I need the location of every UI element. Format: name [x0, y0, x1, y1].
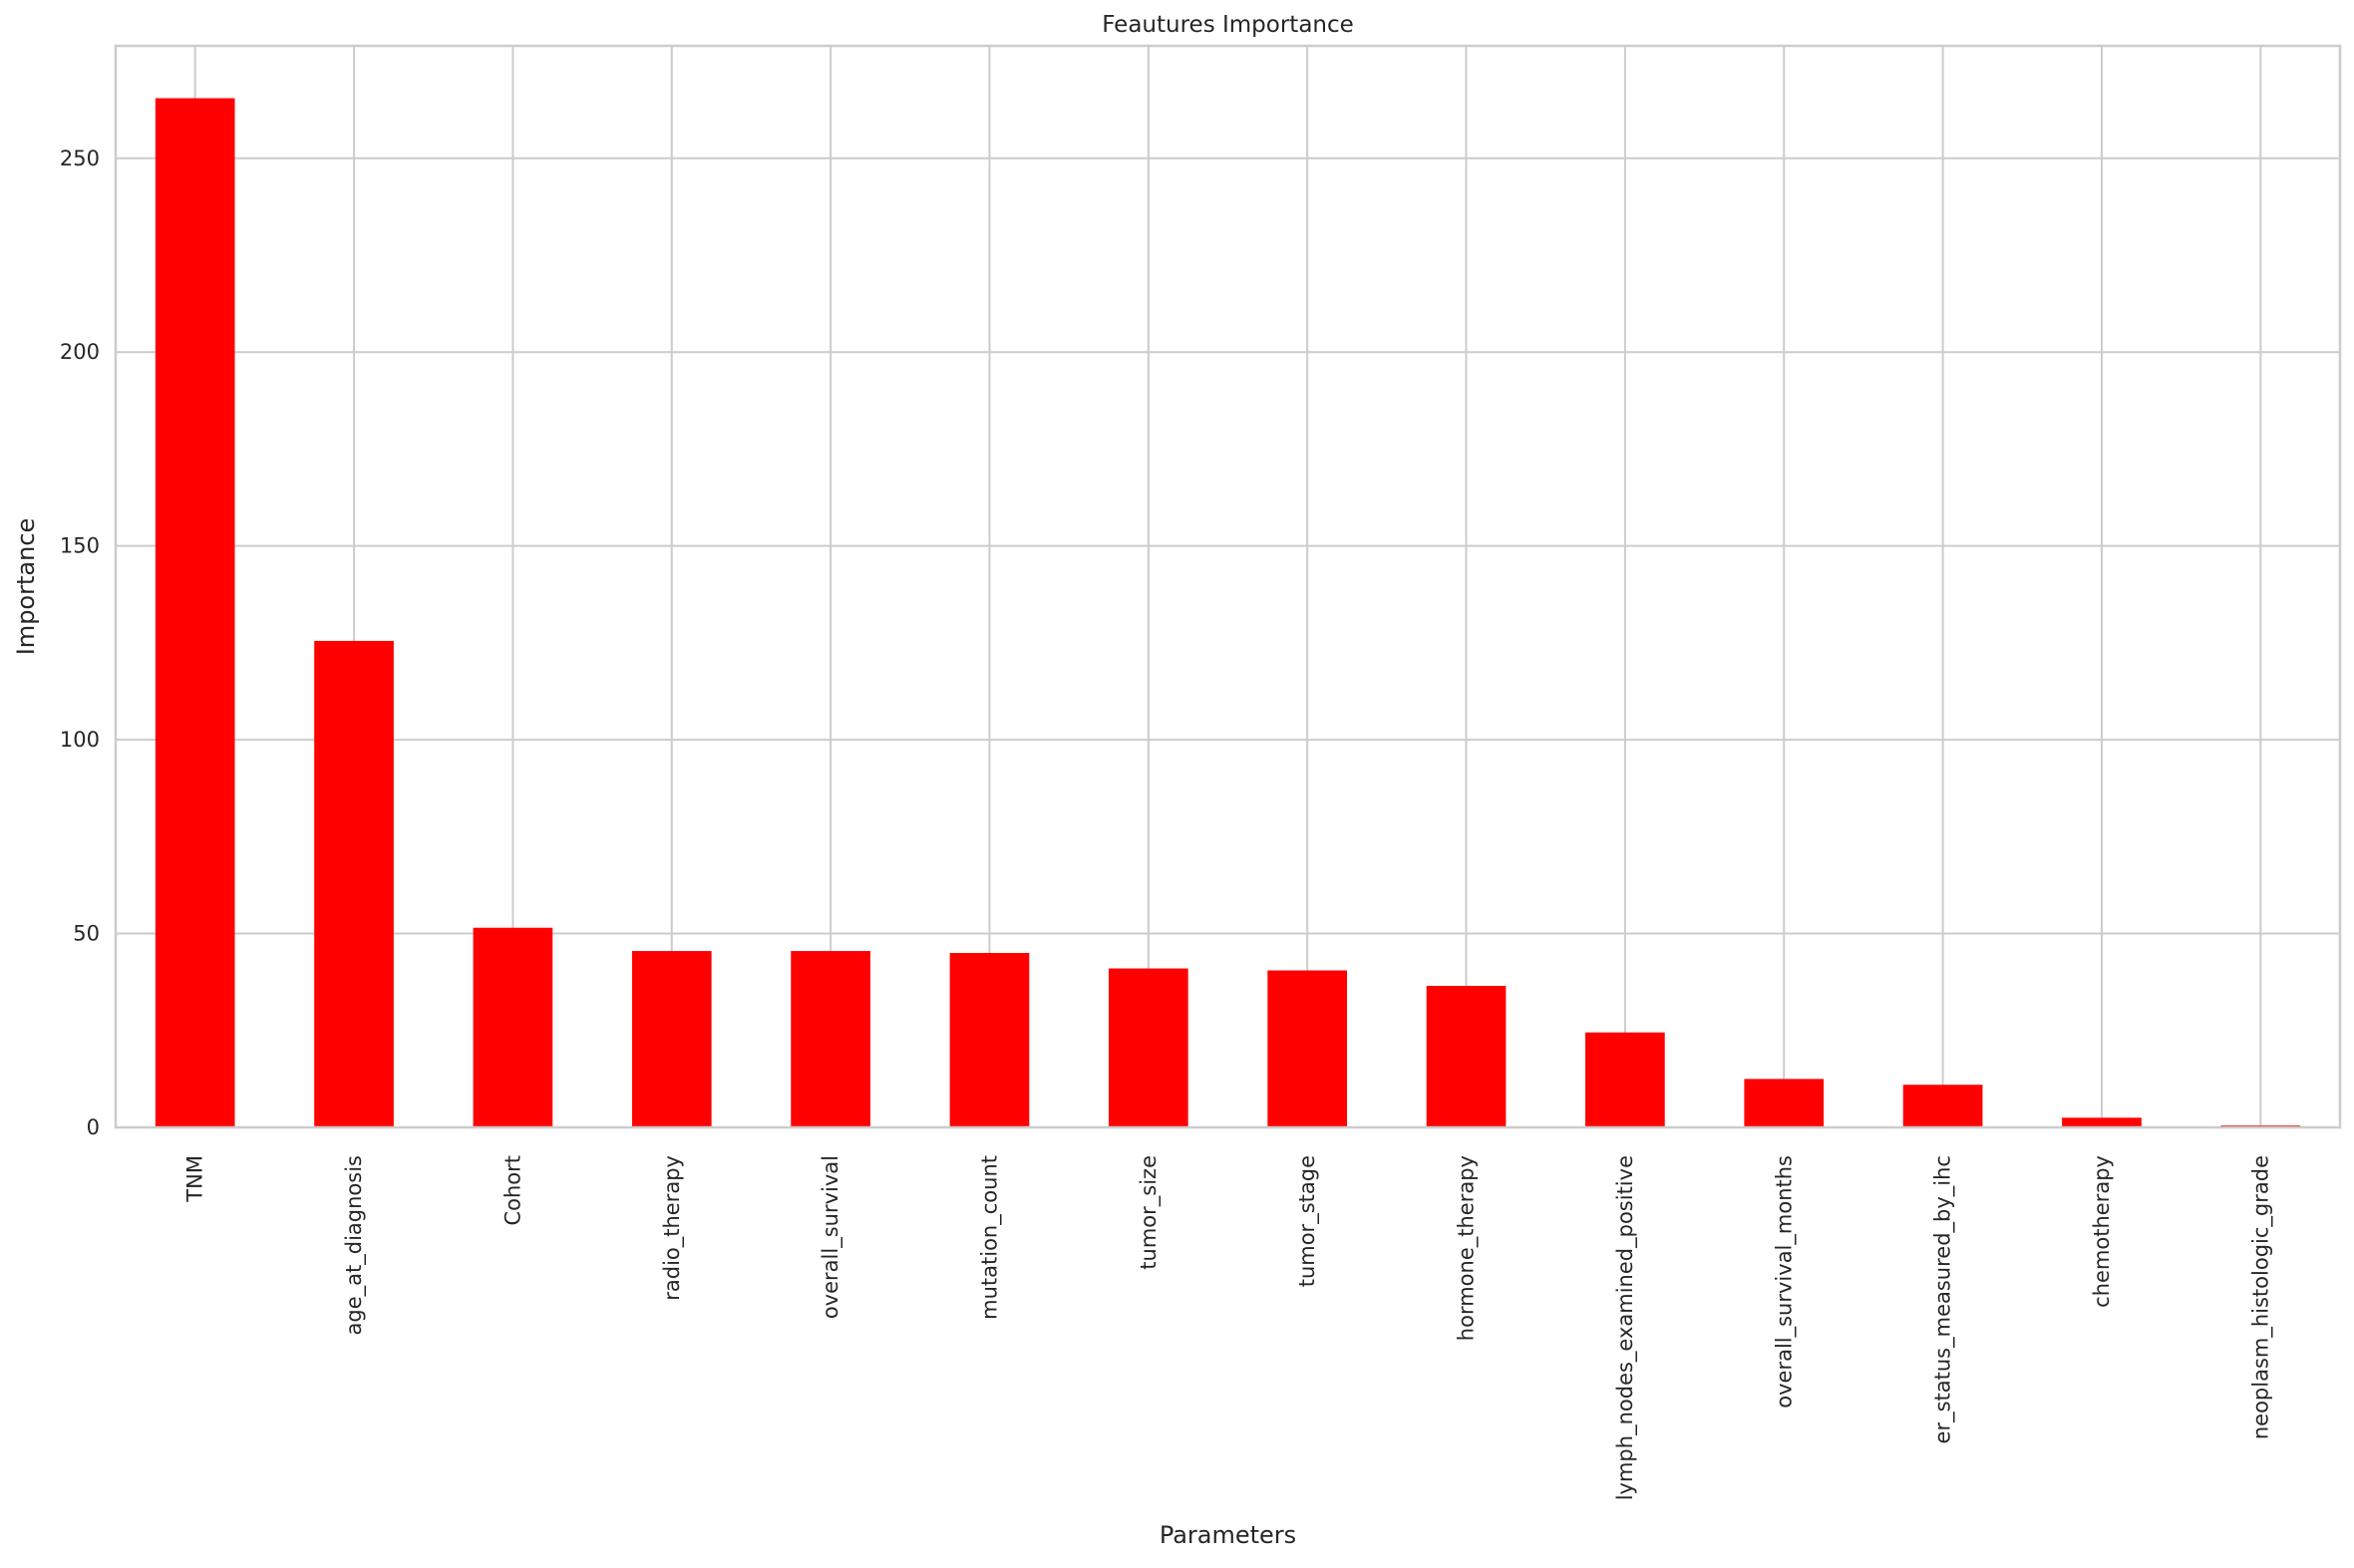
bar-er_status_measured_by_ihc — [1902, 1085, 1983, 1127]
y-tick-label-0: 0 — [87, 1115, 100, 1139]
bar-mutation_count — [949, 953, 1030, 1127]
y-tick-label-5: 250 — [60, 147, 100, 170]
y-tick-label-3: 150 — [60, 534, 100, 558]
bar-age_at_diagnosis — [314, 640, 394, 1127]
x-tick-label-4: overall_survival — [819, 1155, 843, 1319]
x-tick-label-2: Cohort — [501, 1155, 524, 1226]
bar-overall_survival — [791, 951, 870, 1127]
grid-lines — [116, 46, 2340, 1128]
bar-tumor_size — [1108, 968, 1188, 1127]
bar-TNM — [155, 98, 235, 1127]
x-tick-label-3: radio_therapy — [660, 1155, 685, 1301]
bar-radio_therapy — [631, 951, 712, 1127]
chart-title: Feautures Importance — [1102, 12, 1354, 38]
bar-tumor_stage — [1267, 970, 1348, 1127]
bar-Cohort — [473, 927, 553, 1127]
y-axis-label: Importance — [12, 518, 40, 656]
x-tick-label-0: TNM — [183, 1155, 207, 1203]
x-tick-label-8: hormone_therapy — [1455, 1155, 1480, 1341]
bars — [155, 98, 2301, 1127]
x-tick-label-1: age_at_diagnosis — [342, 1155, 367, 1335]
bar-chemotherapy — [2062, 1117, 2142, 1127]
y-tick-label-1: 50 — [73, 922, 100, 946]
bar-lymph_nodes_examined_positive — [1585, 1032, 1665, 1127]
x-tick-label-5: mutation_count — [977, 1155, 1002, 1320]
x-tick-label-11: er_status_measured_by_ihc — [1931, 1155, 1956, 1443]
y-tick-label-4: 200 — [60, 340, 100, 364]
x-tick-label-10: overall_survival_months — [1772, 1155, 1797, 1409]
plot-frame — [114, 44, 2342, 1129]
y-tick-label-2: 100 — [60, 728, 100, 752]
bar-hormone_therapy — [1426, 986, 1507, 1127]
x-tick-labels: TNM age_at_diagnosis Cohort radio_therapy ov… — [183, 1155, 2274, 1500]
x-tick-label-13: neoplasm_histologic_grade — [2248, 1155, 2273, 1439]
x-tick-label-9: lymph_nodes_examined_positive — [1613, 1155, 1638, 1500]
y-tick-labels: 0 50 100 150 200 250 — [60, 147, 100, 1139]
x-tick-label-6: tumor_size — [1137, 1155, 1162, 1270]
x-axis-label: Parameters — [1160, 1521, 1296, 1549]
x-tick-label-12: chemotherapy — [2090, 1155, 2114, 1308]
x-tick-label-7: tumor_stage — [1295, 1155, 1320, 1287]
bar-overall_survival_months — [1744, 1079, 1825, 1127]
